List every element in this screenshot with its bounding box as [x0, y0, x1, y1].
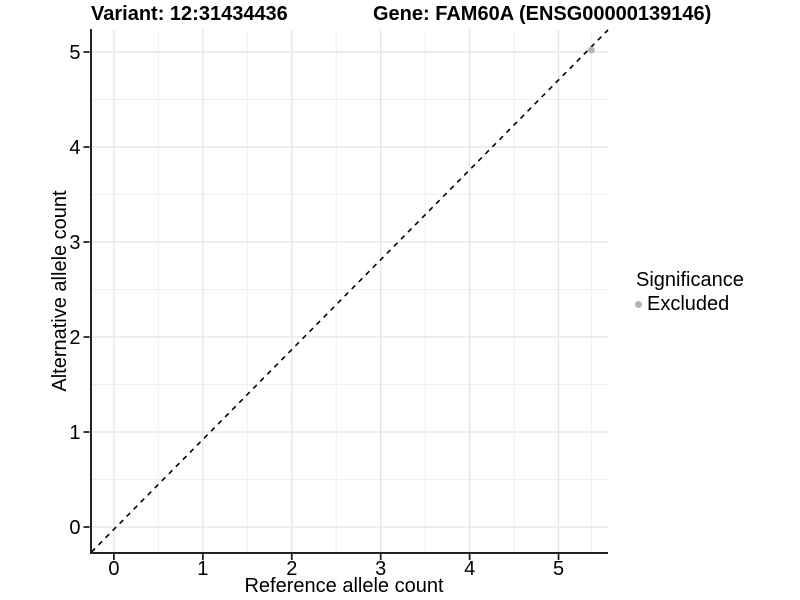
plot-title-variant: Variant: 12:31434436 — [91, 3, 288, 25]
identity-line — [90, 29, 609, 553]
y-tick-label: 4 — [69, 137, 80, 159]
x-axis-title: Reference allele count — [244, 575, 444, 597]
y-tick-label: 5 — [69, 42, 80, 64]
legend-item-label: Excluded — [647, 293, 730, 315]
legend-item: Excluded — [630, 292, 744, 316]
plot-title-gene: Gene: FAM60A (ENSG00000139146) — [373, 3, 712, 25]
legend-point-icon — [635, 300, 642, 308]
legend: Significance Excluded — [630, 268, 744, 316]
x-tick-label: 4 — [464, 558, 475, 580]
y-tick-label: 2 — [69, 327, 80, 349]
legend-items: Excluded — [630, 292, 744, 316]
y-tick-label: 0 — [69, 517, 80, 539]
x-tick-label: 2 — [286, 558, 297, 580]
y-axis-title: Alternative allele count — [49, 190, 71, 392]
data-point — [588, 46, 595, 54]
x-tick-label: 5 — [553, 558, 564, 580]
y-tick-label: 1 — [69, 422, 80, 444]
legend-key — [630, 292, 647, 316]
x-tick-label: 1 — [197, 558, 208, 580]
x-tick-label: 0 — [108, 558, 119, 580]
x-tick-label: 3 — [375, 558, 386, 580]
y-tick-label: 3 — [69, 232, 80, 254]
legend-title: Significance — [636, 269, 744, 291]
